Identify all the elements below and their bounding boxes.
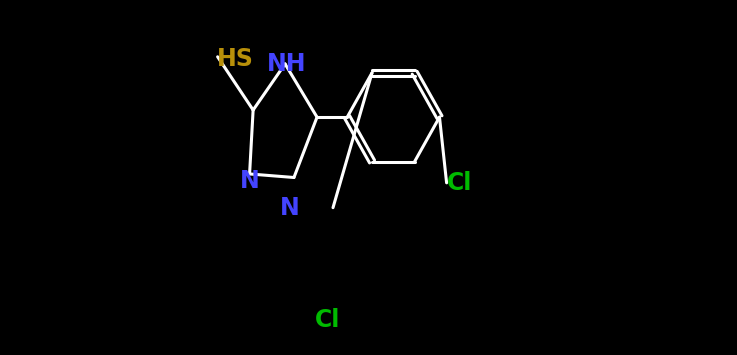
Text: NH: NH bbox=[267, 52, 307, 76]
Text: Cl: Cl bbox=[447, 171, 472, 195]
Text: HS: HS bbox=[217, 47, 254, 71]
Text: N: N bbox=[280, 196, 299, 220]
Text: Cl: Cl bbox=[315, 308, 340, 332]
Text: N: N bbox=[240, 169, 259, 193]
